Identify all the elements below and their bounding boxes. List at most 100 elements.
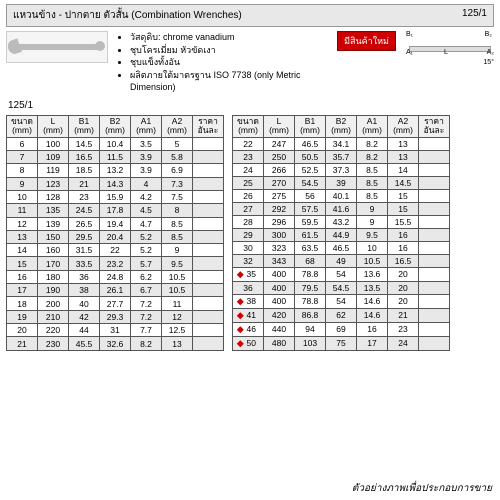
table-cell <box>419 241 450 254</box>
table-cell: 54.5 <box>326 281 357 294</box>
col-header: L(mm) <box>264 115 295 137</box>
table-cell: 35.7 <box>326 150 357 163</box>
table-cell: 29.3 <box>100 310 131 323</box>
table-cell: 16 <box>388 228 419 241</box>
table-row: 1517033.523.25.79.5 <box>7 257 224 270</box>
table-row: 2325050.535.78.213 <box>233 150 450 163</box>
col-header: A1(mm) <box>131 115 162 137</box>
table-row: 1213926.519.44.78.5 <box>7 217 224 230</box>
table-cell: 42 <box>69 310 100 323</box>
table-cell: 10.5 <box>162 270 193 283</box>
table-cell <box>193 337 224 350</box>
table-cell: 27.7 <box>100 297 131 310</box>
table-cell: 17.8 <box>100 204 131 217</box>
table-cell <box>419 281 450 294</box>
table-cell: 14.3 <box>100 177 131 190</box>
table-cell: 3.9 <box>131 164 162 177</box>
table-cell: 210 <box>38 310 69 323</box>
table-cell: 12.5 <box>162 324 193 337</box>
table-cell: 20 <box>388 281 419 294</box>
table-cell: 13.5 <box>357 281 388 294</box>
table-cell <box>193 297 224 310</box>
info-bullet: วัสดุดิบ: chrome vanadium <box>130 31 329 44</box>
col-header: ราคาอันละ <box>419 115 450 137</box>
table-cell: 25 <box>233 176 264 189</box>
model-label: 125/1 <box>8 100 494 111</box>
table-cell: 14.6 <box>357 294 388 308</box>
table-cell: 49 <box>326 254 357 267</box>
table-cell: 10.5 <box>162 284 193 297</box>
table-cell: 40.1 <box>326 189 357 202</box>
table-row: 2527054.5398.514.5 <box>233 176 450 189</box>
table-cell: 135 <box>38 204 69 217</box>
table-cell <box>419 294 450 308</box>
table-row: 192104229.37.212 <box>7 310 224 323</box>
table-cell: 54 <box>326 294 357 308</box>
table-row: 171903826.16.710.5 <box>7 284 224 297</box>
table-cell: 22 <box>233 137 264 150</box>
wrench-image <box>6 31 108 63</box>
table-cell: 24.5 <box>69 204 100 217</box>
table-cell: 54 <box>326 267 357 281</box>
table-cell <box>193 257 224 270</box>
table-cell: 8 <box>7 164 38 177</box>
table-cell: 16 <box>7 270 38 283</box>
new-marker-icon: ◆ <box>237 310 244 320</box>
table-row: 2930061.544.99.516 <box>233 228 450 241</box>
table-cell: 16.5 <box>69 150 100 163</box>
table-cell: 292 <box>264 202 295 215</box>
table-cell: 16.5 <box>388 254 419 267</box>
table-cell: 39 <box>326 176 357 189</box>
table-cell: 13 <box>388 150 419 163</box>
col-header: B1(mm) <box>295 115 326 137</box>
col-header: B1(mm) <box>69 115 100 137</box>
table-cell: 18.5 <box>69 164 100 177</box>
col-header: ราคาอันละ <box>193 115 224 137</box>
dimension-diagram: B₁ B₂ A₁ A₂ L 15° <box>404 31 494 66</box>
table-cell: 40 <box>69 297 100 310</box>
table-cell: 44.9 <box>326 228 357 241</box>
table-cell: 8 <box>162 204 193 217</box>
table-cell: 9 <box>357 202 388 215</box>
table-cell: 323 <box>264 241 295 254</box>
table-cell: 19.4 <box>100 217 131 230</box>
table-cell: 7.2 <box>131 297 162 310</box>
table-row: ◆3840078.85414.620 <box>233 294 450 308</box>
col-header: A2(mm) <box>162 115 193 137</box>
table-cell <box>193 164 224 177</box>
table-cell <box>193 244 224 257</box>
table-cell: 4.5 <box>131 204 162 217</box>
table-cell: 41.6 <box>326 202 357 215</box>
table-cell: 13 <box>388 137 419 150</box>
new-product-badge: มีสินค้าใหม่ <box>337 31 396 51</box>
info-row: วัสดุดิบ: chrome vanadiumชุบโครเมี่ยม หั… <box>6 31 494 94</box>
table-cell: 29 <box>233 228 264 241</box>
table-cell: 200 <box>38 297 69 310</box>
table-row: 3640079.554.513.520 <box>233 281 450 294</box>
table-cell: 32.6 <box>100 337 131 350</box>
table-cell: 46.5 <box>326 241 357 254</box>
table-cell: 250 <box>264 150 295 163</box>
table-row: 710916.511.53.95.8 <box>7 150 224 163</box>
table-cell: 6.2 <box>131 270 162 283</box>
table-cell: ◆35 <box>233 267 264 281</box>
table-row: 2829659.543.2915.5 <box>233 215 450 228</box>
table-cell <box>419 189 450 202</box>
table-cell: 14.5 <box>69 137 100 150</box>
table-cell: 57.5 <box>295 202 326 215</box>
table-cell <box>193 310 224 323</box>
table-cell: ◆38 <box>233 294 264 308</box>
table-row: 811918.513.23.96.9 <box>7 164 224 177</box>
table-cell: 45.5 <box>69 337 100 350</box>
table-cell <box>419 137 450 150</box>
table-cell: 230 <box>38 337 69 350</box>
table-cell: 21 <box>388 308 419 322</box>
table-cell <box>193 190 224 203</box>
table-cell: 50.5 <box>295 150 326 163</box>
table-cell: 14 <box>7 244 38 257</box>
table-cell <box>419 254 450 267</box>
table-row: 1315029.520.45.28.5 <box>7 230 224 243</box>
table-cell: 75 <box>326 336 357 350</box>
table-cell: 11 <box>7 204 38 217</box>
table-cell: 24 <box>388 336 419 350</box>
